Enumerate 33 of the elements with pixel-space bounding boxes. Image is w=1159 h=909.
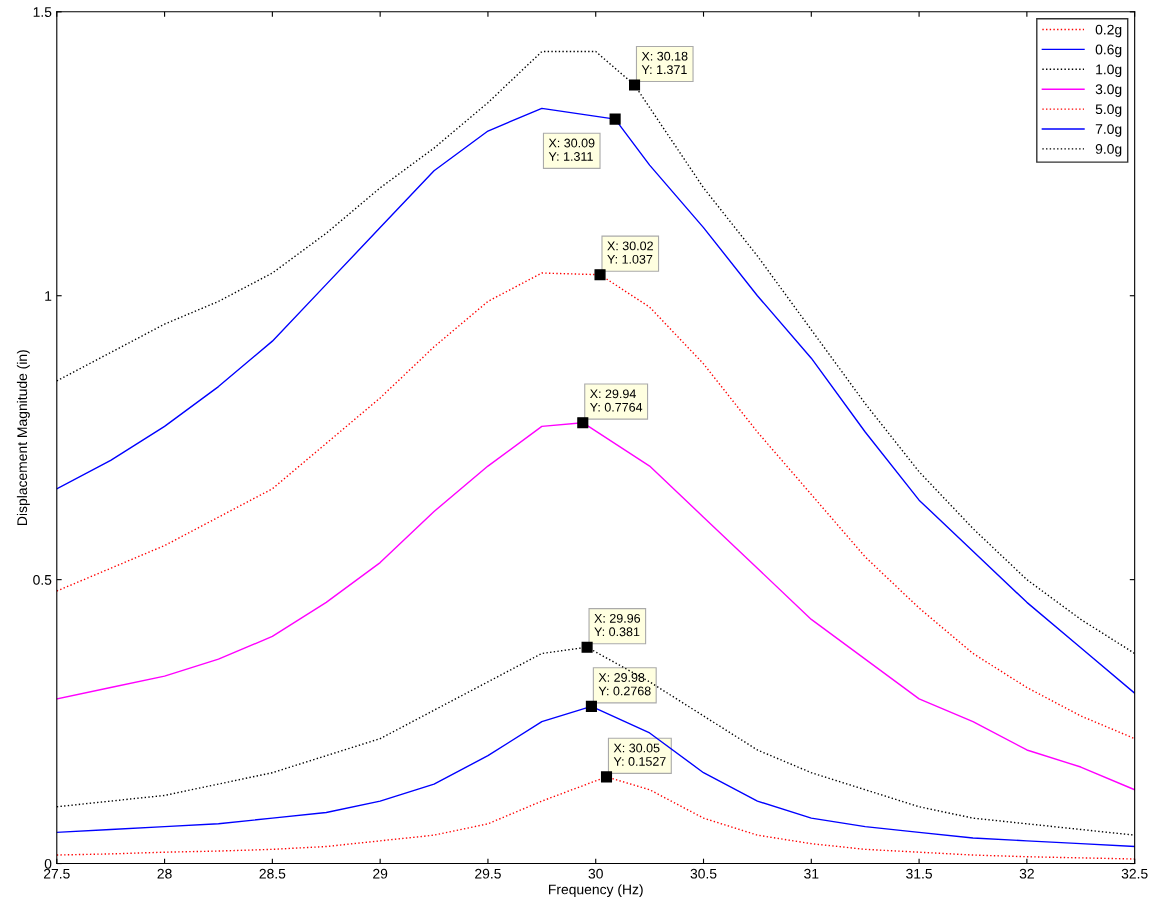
x-tick-label: 32.5	[1121, 868, 1148, 879]
legend-label: 3.0g	[1095, 84, 1122, 97]
legend-label: 7.0g	[1095, 124, 1122, 137]
x-tick-label: 32	[1019, 868, 1034, 879]
annotation: X: 30.09 Y: 1.311	[548, 138, 595, 161]
x-tick-label: 28	[157, 868, 172, 879]
x-tick-label: 29	[373, 868, 388, 879]
x-tick-label: 28.5	[259, 868, 286, 879]
annotation: X: 30.02 Y: 1.037	[607, 241, 653, 264]
annotation: X: 30.05 Y: 0.1527	[613, 743, 666, 766]
x-axis-title: Frequency (Hz)	[549, 884, 643, 898]
legend-label: 9.0g	[1095, 144, 1122, 157]
point	[628, 79, 641, 91]
annotation: X: 29.96 Y: 0.381	[594, 613, 641, 637]
point	[581, 641, 593, 653]
annotation: X: 30.18 Y: 1.371	[641, 51, 688, 75]
legend-label: 0.6g	[1095, 44, 1122, 58]
y-tick-label: 1	[45, 291, 52, 301]
x-tick-label: 31.5	[906, 868, 933, 879]
y-tick-label: 1.5	[33, 7, 52, 17]
legend-label: 5.0g	[1095, 104, 1122, 117]
x-tick-label: 27.5	[43, 868, 70, 879]
x-tick-label: 30	[588, 868, 603, 879]
x-tick-label: 31	[804, 868, 819, 879]
legend-label: 0.2g	[1095, 24, 1122, 38]
x-tick-label: 29.5	[475, 868, 501, 879]
legend-label: 1.0g	[1096, 64, 1122, 78]
y-tick-label: 0	[44, 858, 52, 869]
y-tick-label: 0.5	[33, 574, 52, 585]
x-tick-label: 30.5	[690, 868, 717, 879]
annotation: X: 29.94 Y: 0.7764	[590, 389, 643, 412]
y-axis-title: Displacement Magnitude (in)	[16, 350, 30, 525]
annotation: X: 29.98 Y: 0.2768	[598, 673, 651, 696]
